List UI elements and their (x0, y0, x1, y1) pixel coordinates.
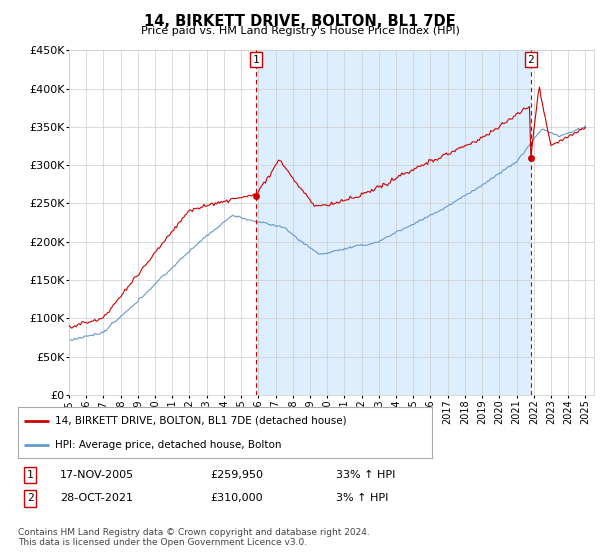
Text: £259,950: £259,950 (210, 470, 263, 480)
Text: 3% ↑ HPI: 3% ↑ HPI (336, 493, 388, 503)
Text: 2: 2 (26, 493, 34, 503)
Text: 1: 1 (253, 54, 260, 64)
Text: 14, BIRKETT DRIVE, BOLTON, BL1 7DE: 14, BIRKETT DRIVE, BOLTON, BL1 7DE (144, 14, 456, 29)
Text: Price paid vs. HM Land Registry's House Price Index (HPI): Price paid vs. HM Land Registry's House … (140, 26, 460, 36)
Text: 1: 1 (26, 470, 34, 480)
Bar (256, 50, 531, 395)
Text: 33% ↑ HPI: 33% ↑ HPI (336, 470, 395, 480)
Text: 28-OCT-2021: 28-OCT-2021 (60, 493, 133, 503)
Text: 2: 2 (527, 54, 534, 64)
Text: 14, BIRKETT DRIVE, BOLTON, BL1 7DE (detached house): 14, BIRKETT DRIVE, BOLTON, BL1 7DE (deta… (55, 416, 347, 426)
Text: Contains HM Land Registry data © Crown copyright and database right 2024.
This d: Contains HM Land Registry data © Crown c… (18, 528, 370, 547)
Text: 17-NOV-2005: 17-NOV-2005 (60, 470, 134, 480)
Text: HPI: Average price, detached house, Bolton: HPI: Average price, detached house, Bolt… (55, 440, 282, 450)
Text: £310,000: £310,000 (210, 493, 263, 503)
